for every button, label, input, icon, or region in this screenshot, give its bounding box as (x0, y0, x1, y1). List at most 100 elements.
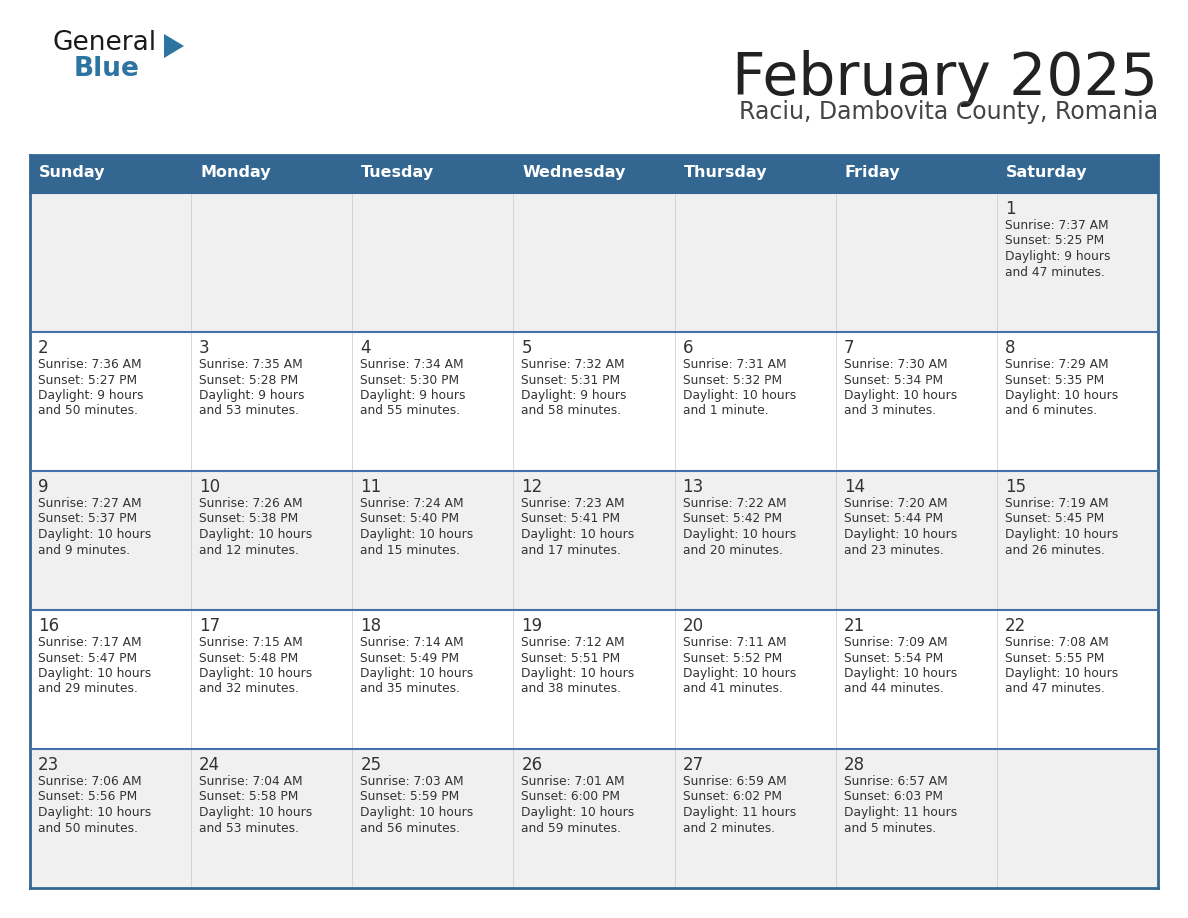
Text: Sunset: 5:42 PM: Sunset: 5:42 PM (683, 512, 782, 525)
Text: Sunset: 5:44 PM: Sunset: 5:44 PM (843, 512, 943, 525)
Text: 28: 28 (843, 756, 865, 774)
Text: and 47 minutes.: and 47 minutes. (1005, 682, 1105, 696)
Text: Sunrise: 7:08 AM: Sunrise: 7:08 AM (1005, 636, 1108, 649)
Text: Sunset: 5:27 PM: Sunset: 5:27 PM (38, 374, 137, 386)
Text: Sunrise: 7:09 AM: Sunrise: 7:09 AM (843, 636, 947, 649)
Text: 18: 18 (360, 617, 381, 635)
Text: 25: 25 (360, 756, 381, 774)
Text: Daylight: 9 hours: Daylight: 9 hours (360, 389, 466, 402)
Text: Saturday: Saturday (1006, 165, 1087, 181)
Text: 26: 26 (522, 756, 543, 774)
Text: Sunrise: 7:01 AM: Sunrise: 7:01 AM (522, 775, 625, 788)
Text: Sunrise: 7:24 AM: Sunrise: 7:24 AM (360, 497, 463, 510)
Text: 27: 27 (683, 756, 703, 774)
Text: Sunrise: 7:03 AM: Sunrise: 7:03 AM (360, 775, 463, 788)
Bar (835, 471, 997, 610)
Text: Sunset: 5:31 PM: Sunset: 5:31 PM (522, 374, 620, 386)
Text: Sunset: 5:25 PM: Sunset: 5:25 PM (1005, 234, 1104, 248)
Text: 22: 22 (1005, 617, 1026, 635)
Text: Wednesday: Wednesday (523, 165, 626, 181)
Text: 12: 12 (522, 478, 543, 496)
Text: 7: 7 (843, 339, 854, 357)
Text: 15: 15 (1005, 478, 1026, 496)
Text: Daylight: 10 hours: Daylight: 10 hours (683, 528, 796, 541)
Text: Sunrise: 7:27 AM: Sunrise: 7:27 AM (38, 497, 141, 510)
Polygon shape (164, 34, 184, 58)
Text: and 38 minutes.: and 38 minutes. (522, 682, 621, 696)
Text: and 1 minute.: and 1 minute. (683, 405, 769, 418)
Bar (353, 471, 513, 610)
Text: Sunset: 5:28 PM: Sunset: 5:28 PM (200, 374, 298, 386)
Text: 23: 23 (38, 756, 59, 774)
Text: and 56 minutes.: and 56 minutes. (360, 822, 460, 834)
Text: and 6 minutes.: and 6 minutes. (1005, 405, 1097, 418)
Text: Sunset: 5:40 PM: Sunset: 5:40 PM (360, 512, 460, 525)
Text: Daylight: 10 hours: Daylight: 10 hours (360, 667, 474, 680)
Bar (353, 749, 513, 888)
Text: Sunrise: 7:34 AM: Sunrise: 7:34 AM (360, 358, 463, 371)
Bar (513, 471, 675, 610)
Bar (513, 749, 675, 888)
Text: February 2025: February 2025 (732, 50, 1158, 107)
Text: 24: 24 (200, 756, 220, 774)
Text: 9: 9 (38, 478, 49, 496)
Text: Sunset: 6:03 PM: Sunset: 6:03 PM (843, 790, 943, 803)
Bar (191, 749, 353, 888)
Text: Daylight: 10 hours: Daylight: 10 hours (1005, 389, 1118, 402)
Text: 16: 16 (38, 617, 59, 635)
Text: 20: 20 (683, 617, 703, 635)
Text: Sunset: 5:48 PM: Sunset: 5:48 PM (200, 652, 298, 665)
Text: 14: 14 (843, 478, 865, 496)
Text: and 47 minutes.: and 47 minutes. (1005, 265, 1105, 278)
Text: Daylight: 10 hours: Daylight: 10 hours (200, 528, 312, 541)
Text: Sunset: 5:59 PM: Sunset: 5:59 PM (360, 790, 460, 803)
Text: 21: 21 (843, 617, 865, 635)
Text: and 53 minutes.: and 53 minutes. (200, 822, 299, 834)
Text: 8: 8 (1005, 339, 1016, 357)
Text: Sunrise: 7:20 AM: Sunrise: 7:20 AM (843, 497, 947, 510)
Text: 3: 3 (200, 339, 210, 357)
Text: 19: 19 (522, 617, 543, 635)
Text: Daylight: 10 hours: Daylight: 10 hours (843, 389, 958, 402)
Bar (30, 749, 191, 888)
Text: 5: 5 (522, 339, 532, 357)
Bar (997, 749, 1158, 888)
Text: and 12 minutes.: and 12 minutes. (200, 543, 299, 556)
Text: and 29 minutes.: and 29 minutes. (38, 682, 138, 696)
Text: Sunrise: 6:57 AM: Sunrise: 6:57 AM (843, 775, 948, 788)
Text: Sunset: 5:35 PM: Sunset: 5:35 PM (1005, 374, 1104, 386)
Bar (513, 332, 675, 471)
Text: 17: 17 (200, 617, 220, 635)
Text: and 23 minutes.: and 23 minutes. (843, 543, 943, 556)
Text: Sunrise: 7:36 AM: Sunrise: 7:36 AM (38, 358, 141, 371)
Text: Daylight: 9 hours: Daylight: 9 hours (200, 389, 304, 402)
Text: Daylight: 9 hours: Daylight: 9 hours (522, 389, 627, 402)
Text: Daylight: 10 hours: Daylight: 10 hours (843, 667, 958, 680)
Bar (353, 193, 513, 332)
Text: Sunrise: 7:30 AM: Sunrise: 7:30 AM (843, 358, 947, 371)
Text: Raciu, Dambovita County, Romania: Raciu, Dambovita County, Romania (739, 100, 1158, 124)
Text: and 50 minutes.: and 50 minutes. (38, 822, 138, 834)
Text: and 59 minutes.: and 59 minutes. (522, 822, 621, 834)
Text: Daylight: 10 hours: Daylight: 10 hours (1005, 528, 1118, 541)
Text: Sunrise: 7:22 AM: Sunrise: 7:22 AM (683, 497, 786, 510)
Text: Sunset: 5:49 PM: Sunset: 5:49 PM (360, 652, 460, 665)
Text: Daylight: 10 hours: Daylight: 10 hours (200, 806, 312, 819)
Text: and 50 minutes.: and 50 minutes. (38, 405, 138, 418)
Text: Daylight: 10 hours: Daylight: 10 hours (38, 667, 151, 680)
Text: and 32 minutes.: and 32 minutes. (200, 682, 299, 696)
Text: Sunset: 6:00 PM: Sunset: 6:00 PM (522, 790, 620, 803)
Bar (675, 332, 835, 471)
Text: Sunrise: 7:17 AM: Sunrise: 7:17 AM (38, 636, 141, 649)
Bar (30, 155, 1158, 193)
Text: Daylight: 11 hours: Daylight: 11 hours (843, 806, 958, 819)
Text: Sunrise: 6:59 AM: Sunrise: 6:59 AM (683, 775, 786, 788)
Text: Daylight: 10 hours: Daylight: 10 hours (200, 667, 312, 680)
Text: Sunrise: 7:32 AM: Sunrise: 7:32 AM (522, 358, 625, 371)
Text: Sunrise: 7:15 AM: Sunrise: 7:15 AM (200, 636, 303, 649)
Text: and 15 minutes.: and 15 minutes. (360, 543, 460, 556)
Text: Friday: Friday (845, 165, 901, 181)
Text: Daylight: 10 hours: Daylight: 10 hours (522, 667, 634, 680)
Text: Daylight: 9 hours: Daylight: 9 hours (38, 389, 144, 402)
Text: Sunset: 5:41 PM: Sunset: 5:41 PM (522, 512, 620, 525)
